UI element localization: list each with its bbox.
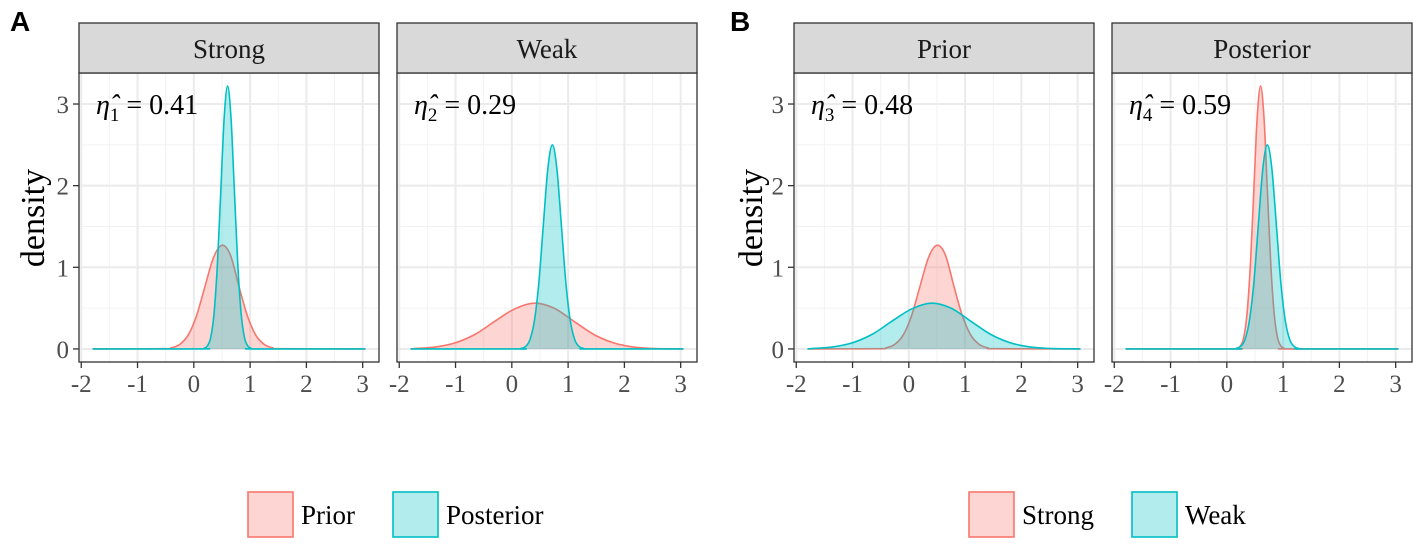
x-tick-label: 0 xyxy=(506,371,519,398)
legend-key-posterior xyxy=(392,491,439,538)
plot-background xyxy=(397,73,697,362)
legend-label-prior: Prior xyxy=(301,500,355,530)
plot-background xyxy=(794,73,1094,362)
x-tick-label: -1 xyxy=(1160,371,1181,398)
y-tick-label: 1 xyxy=(57,255,70,282)
density-line-weak xyxy=(1125,144,1399,350)
y-tick-label: 0 xyxy=(772,337,785,364)
density-line-posterior xyxy=(92,85,366,350)
legend-a: Prior Posterior xyxy=(247,491,544,538)
y-axis-label-b: density xyxy=(733,169,770,267)
x-tick-label: 1 xyxy=(1277,371,1290,398)
density-line-weak xyxy=(807,302,1081,350)
x-tick-label: 0 xyxy=(188,371,201,398)
x-tick-label: 2 xyxy=(300,371,313,398)
density-area-posterior xyxy=(92,86,366,349)
panel-label-b: B xyxy=(730,6,750,37)
facet-strip xyxy=(78,22,380,74)
eta-annotation: η̂1 = 0.41 xyxy=(96,90,198,126)
eta-subscript: 1 xyxy=(110,105,120,126)
x-tick-label: 2 xyxy=(1333,371,1346,398)
density-area-strong xyxy=(807,245,1081,349)
eta-subscript: 4 xyxy=(1143,105,1153,126)
x-tick-label: 1 xyxy=(244,371,257,398)
eta-value: = 0.48 xyxy=(834,90,913,121)
density-line-prior xyxy=(92,244,366,350)
legend-key-weak xyxy=(1131,491,1178,538)
density-area-prior xyxy=(410,303,684,349)
y-tick-label: 3 xyxy=(772,92,785,119)
x-tick-label: -1 xyxy=(127,371,148,398)
legend-label-strong: Strong xyxy=(1022,500,1094,530)
x-tick-label: 3 xyxy=(1071,371,1084,398)
panel-label-a: A xyxy=(10,6,30,37)
legend-b: Strong Weak xyxy=(968,491,1246,538)
legend-label-posterior: Posterior xyxy=(446,500,544,530)
y-tick-label: 0 xyxy=(57,337,70,364)
eta-value: = 0.59 xyxy=(1152,90,1231,121)
density-area-prior xyxy=(92,245,366,349)
x-tick-label: -2 xyxy=(1104,371,1125,398)
eta-subscript: 2 xyxy=(428,105,438,126)
legend-label-weak: Weak xyxy=(1185,500,1246,530)
legend-key-strong xyxy=(968,491,1015,538)
y-axis-label-a: density xyxy=(15,169,52,267)
y-tick-label: 2 xyxy=(57,174,70,201)
x-tick-label: -2 xyxy=(71,371,92,398)
legend-key-prior xyxy=(247,491,294,538)
facet-strip xyxy=(396,22,698,74)
x-tick-label: -1 xyxy=(445,371,466,398)
eta-value: = 0.29 xyxy=(437,90,516,121)
density-line-strong xyxy=(807,244,1081,350)
x-tick-label: 2 xyxy=(618,371,631,398)
y-tick-label: 3 xyxy=(57,92,70,119)
facet-panel-strong: Strong η̂1 = 0.41 -2 -1 0 1 2 3 0 1 2 3 xyxy=(57,22,380,398)
x-tick-label: -2 xyxy=(389,371,410,398)
x-tick-label: -1 xyxy=(842,371,863,398)
x-tick-label: 1 xyxy=(562,371,575,398)
density-line-prior xyxy=(410,302,684,350)
x-tick-label: 0 xyxy=(1221,371,1234,398)
density-line-posterior xyxy=(410,144,684,350)
facet-strip-label: Weak xyxy=(517,34,578,64)
density-area-posterior xyxy=(410,144,684,349)
x-tick-label: 3 xyxy=(356,371,369,398)
x-tick-label: 1 xyxy=(959,371,972,398)
facet-strip-label: Prior xyxy=(917,34,971,64)
density-area-weak xyxy=(1125,144,1399,349)
eta-annotation: η̂2 = 0.29 xyxy=(414,90,516,126)
density-area-strong xyxy=(1125,86,1399,349)
x-tick-label: 3 xyxy=(1389,371,1402,398)
facet-strip xyxy=(1111,22,1413,74)
plot-background xyxy=(79,73,379,362)
y-tick-label: 2 xyxy=(772,174,785,201)
facet-strip xyxy=(793,22,1095,74)
x-tick-label: 0 xyxy=(903,371,916,398)
y-tick-label: 1 xyxy=(772,255,785,282)
facet-strip-label: Strong xyxy=(193,34,265,64)
eta-subscript: 3 xyxy=(825,105,835,126)
facet-strip-label: Posterior xyxy=(1213,34,1311,64)
plot-background xyxy=(1112,73,1412,362)
eta-value: = 0.41 xyxy=(119,90,198,121)
x-tick-label: -2 xyxy=(786,371,807,398)
x-tick-label: 2 xyxy=(1015,371,1028,398)
density-area-weak xyxy=(807,303,1081,349)
x-tick-label: 3 xyxy=(674,371,687,398)
